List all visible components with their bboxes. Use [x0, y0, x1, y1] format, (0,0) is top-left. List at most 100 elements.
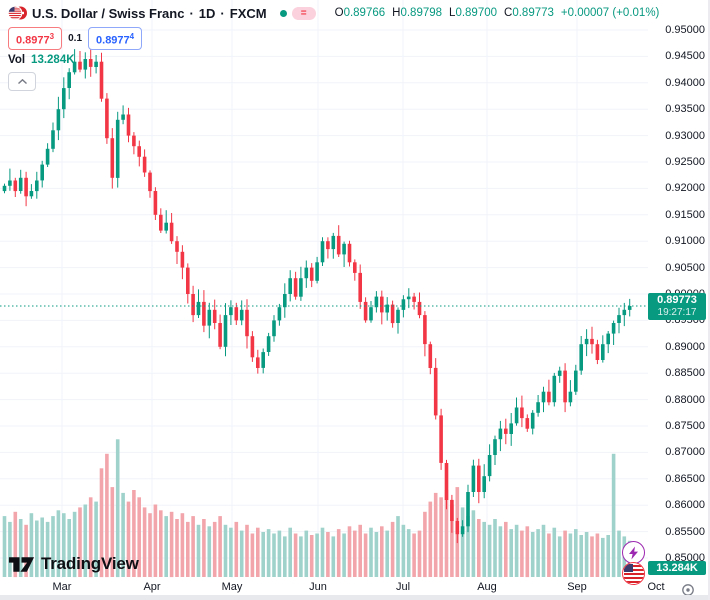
candle-body: [218, 323, 222, 347]
candle-body: [72, 61, 77, 73]
candle-body: [288, 278, 292, 294]
lightning-button[interactable]: [622, 541, 645, 564]
close-value: 0.89773: [512, 7, 554, 19]
candle-body: [62, 88, 66, 110]
price-axis-label: 0.85500: [665, 526, 705, 538]
candle-body: [261, 352, 265, 368]
candle-body: [105, 98, 109, 139]
candle-body: [455, 521, 460, 535]
tradingview-logo[interactable]: TradingView: [8, 554, 139, 574]
price-axis-label: 0.86500: [665, 473, 705, 485]
current-price-badge[interactable]: 0.89773 19:27:17: [648, 293, 706, 320]
candle-body: [202, 301, 206, 326]
candle-body: [331, 235, 336, 250]
candle-body: [574, 370, 578, 392]
volume-bar: [72, 511, 77, 578]
volume-bar: [2, 516, 7, 577]
time-axis-label: Oct: [647, 581, 665, 593]
candle-body: [450, 499, 454, 521]
volume-bar: [105, 453, 109, 578]
candle-body: [460, 526, 465, 535]
candle-body: [347, 243, 352, 263]
volume-bar: [401, 524, 406, 577]
candle-body: [283, 294, 287, 308]
buy-ask-button[interactable]: 0.89774: [88, 26, 143, 51]
time-axis[interactable]: Mar Apr May Jun Jul Aug Sep Oct: [0, 578, 708, 597]
interval-label[interactable]: 1D: [198, 5, 216, 21]
market-status-dot[interactable]: [279, 9, 287, 17]
volume-bar: [29, 513, 34, 577]
volume-bar: [137, 497, 141, 578]
time-axis-label: Apr: [143, 581, 161, 593]
legend-collapse-button[interactable]: [8, 72, 36, 91]
volume-bar: [142, 507, 147, 577]
candle-body: [142, 156, 147, 173]
volume-bar: [347, 526, 352, 578]
tradingview-logo-text: TradingView: [41, 554, 139, 573]
volume-bar: [245, 524, 249, 577]
candle-body: [477, 465, 481, 492]
candle-body: [557, 370, 562, 376]
candle-body: [353, 262, 357, 273]
candle-body: [590, 338, 594, 345]
volume-bar: [283, 536, 287, 577]
price-axis-label: 0.93500: [665, 103, 705, 115]
exchange-label[interactable]: FXCM: [229, 5, 267, 21]
volume-bar: [45, 521, 50, 577]
volume-bar: [56, 510, 61, 577]
volume-bar: [433, 492, 438, 577]
volume-bar: [450, 504, 454, 577]
close-label: C: [504, 7, 513, 19]
volume-label: Vol: [8, 54, 26, 66]
candle-body: [94, 61, 98, 67]
candle-body: [320, 241, 325, 263]
candle-body: [250, 336, 255, 358]
volume-bar: [299, 536, 303, 577]
candle-body: [234, 307, 239, 321]
volume-bar: [336, 529, 341, 577]
candle-body: [487, 455, 492, 477]
bottom-scrollbar[interactable]: [0, 595, 708, 600]
us-flag-button[interactable]: [622, 562, 645, 585]
title-separator: ·: [189, 5, 194, 21]
volume-bar: [417, 530, 422, 577]
price-axis-label: 0.89000: [665, 341, 705, 353]
candle-body: [229, 307, 233, 316]
volume-bar: [207, 526, 212, 578]
candle-body: [18, 177, 23, 191]
candle-body: [245, 309, 249, 337]
price-axis-label: 0.86000: [665, 499, 705, 511]
volume-bar: [148, 513, 152, 577]
ohlc-readout: O0.89766 H0.89798 L0.89700 C0.89773 +0.0…: [335, 7, 660, 19]
volume-bar: [121, 492, 125, 577]
volume-bar: [444, 490, 449, 577]
volume-bar: [212, 521, 217, 577]
volume-bar: [164, 516, 168, 577]
candle-body: [35, 180, 39, 192]
candle-body: [568, 391, 573, 403]
candle-body: [466, 492, 470, 527]
candle-body: [304, 267, 309, 279]
symbol-title[interactable]: U.S. Dollar / Swiss Franc: [32, 5, 185, 21]
volume-bar: [509, 529, 513, 577]
sell-bid-button[interactable]: 0.89773: [8, 26, 63, 51]
volume-bar: [412, 533, 416, 577]
price-axis-label: 0.90500: [665, 262, 705, 274]
high-label: H: [392, 7, 401, 19]
price-axis-label: 0.91000: [665, 235, 705, 247]
volume-bar: [466, 516, 470, 577]
candle-body: [78, 61, 82, 70]
floating-buttons: [622, 541, 645, 585]
volume-bar: [617, 530, 621, 577]
candle-body: [536, 402, 540, 413]
volume-bar: [477, 519, 481, 577]
data-delay-badge[interactable]: =: [291, 6, 316, 20]
low-label: L: [449, 7, 456, 19]
candle-body: [256, 357, 260, 368]
volume-bar: [35, 520, 39, 578]
candle-body: [99, 61, 104, 99]
candle-body: [40, 164, 44, 181]
bar-countdown: 19:27:17: [657, 307, 697, 318]
candle-body: [595, 344, 600, 360]
